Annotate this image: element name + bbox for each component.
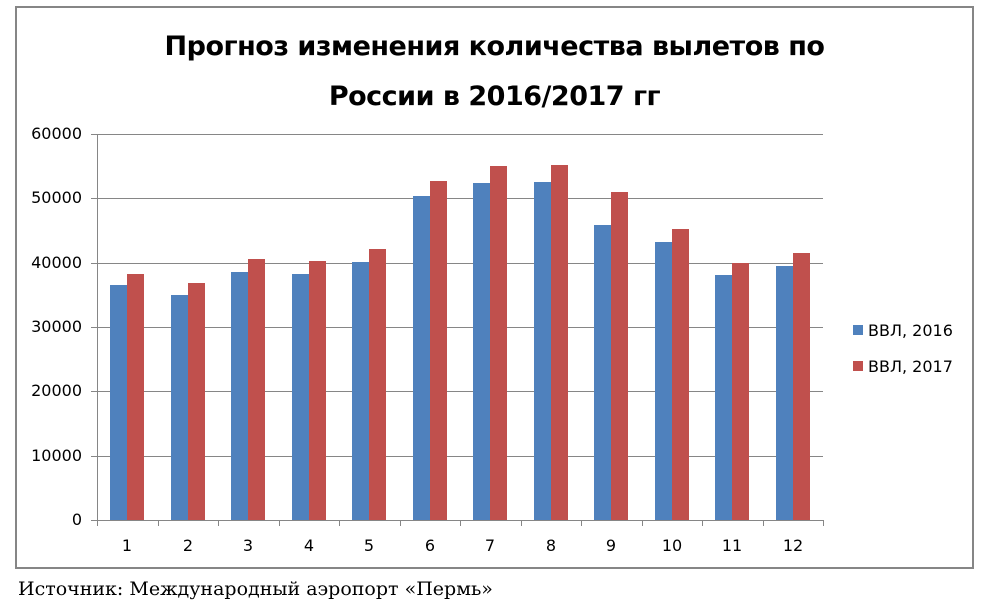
x-tick-label: 5 (363, 536, 375, 555)
y-tick-label: 40000 (31, 253, 82, 272)
bar-2016-month-4 (292, 274, 309, 520)
bar-2017-month-1 (127, 274, 144, 520)
x-tick (521, 520, 522, 526)
bar-2017-month-9 (611, 192, 628, 520)
x-tick-label: 12 (782, 536, 804, 555)
y-tick (91, 327, 97, 328)
bar-2017-month-10 (672, 229, 689, 520)
source-note: Источник: Международный аэропорт «Пермь» (18, 578, 493, 600)
legend-label-2016: ВВЛ, 2016 (868, 320, 953, 340)
x-tick-label: 10 (661, 536, 683, 555)
x-tick-label: 1 (121, 536, 133, 555)
bar-2016-month-12 (776, 266, 793, 520)
legend-swatch-2017 (853, 361, 863, 371)
x-tick (642, 520, 643, 526)
chart-title: Прогноз изменения количества вылетов по … (15, 22, 974, 122)
bar-2016-month-1 (110, 285, 127, 520)
x-tick (400, 520, 401, 526)
x-tick (158, 520, 159, 526)
y-tick-label: 30000 (31, 317, 82, 336)
bar-2016-month-9 (594, 225, 611, 520)
bar-2016-month-5 (352, 262, 369, 520)
x-tick-label: 4 (303, 536, 315, 555)
y-tick-label: 0 (71, 510, 82, 529)
y-tick (91, 198, 97, 199)
gridline (97, 263, 823, 264)
gridline (97, 198, 823, 199)
bar-2016-month-6 (413, 196, 430, 520)
legend-label-2017: ВВЛ, 2017 (868, 356, 953, 376)
gridline (97, 391, 823, 392)
legend: ВВЛ, 2016 ВВЛ, 2017 (853, 312, 953, 384)
x-tick (702, 520, 703, 526)
x-tick-label: 9 (605, 536, 617, 555)
bar-2017-month-2 (188, 283, 205, 520)
x-tick (581, 520, 582, 526)
legend-swatch-2016 (853, 325, 863, 335)
x-tick (339, 520, 340, 526)
bar-2017-month-4 (309, 261, 326, 520)
y-tick-label: 20000 (31, 381, 82, 400)
x-tick (97, 520, 98, 526)
bar-2017-month-3 (248, 259, 265, 520)
x-tick-label: 2 (182, 536, 194, 555)
y-tick-label: 10000 (31, 446, 82, 465)
bar-2017-month-11 (732, 263, 749, 520)
legend-item-2017: ВВЛ, 2017 (853, 348, 953, 384)
x-tick (218, 520, 219, 526)
y-tick (91, 134, 97, 135)
y-tick (91, 520, 97, 521)
x-tick (460, 520, 461, 526)
x-tick-label: 7 (484, 536, 496, 555)
y-tick (91, 456, 97, 457)
bar-2016-month-3 (231, 272, 248, 520)
x-tick-label: 11 (721, 536, 743, 555)
y-tick-label: 50000 (31, 188, 82, 207)
x-tick (823, 520, 824, 526)
bar-2016-month-10 (655, 242, 672, 520)
bar-2016-month-8 (534, 182, 551, 520)
bar-2017-month-7 (490, 166, 507, 520)
bar-2016-month-7 (473, 183, 490, 520)
bar-2017-month-12 (793, 253, 810, 520)
bar-2016-month-2 (171, 295, 188, 520)
chart-title-line-1: Прогноз изменения количества вылетов по (164, 31, 825, 62)
bar-2017-month-8 (551, 165, 568, 520)
x-tick-label: 3 (242, 536, 254, 555)
y-tick (91, 263, 97, 264)
gridline (97, 327, 823, 328)
y-tick-label: 60000 (31, 124, 82, 143)
x-tick (763, 520, 764, 526)
x-tick-label: 8 (545, 536, 557, 555)
y-tick (91, 391, 97, 392)
chart-title-line-2: России в 2016/2017 гг (328, 81, 661, 112)
y-axis-line (97, 134, 98, 521)
bar-2017-month-5 (369, 249, 386, 520)
gridline (97, 134, 823, 135)
gridline (97, 456, 823, 457)
bar-2017-month-6 (430, 181, 447, 520)
bar-2016-month-11 (715, 275, 732, 520)
x-tick (279, 520, 280, 526)
x-tick-label: 6 (424, 536, 436, 555)
legend-item-2016: ВВЛ, 2016 (853, 312, 953, 348)
